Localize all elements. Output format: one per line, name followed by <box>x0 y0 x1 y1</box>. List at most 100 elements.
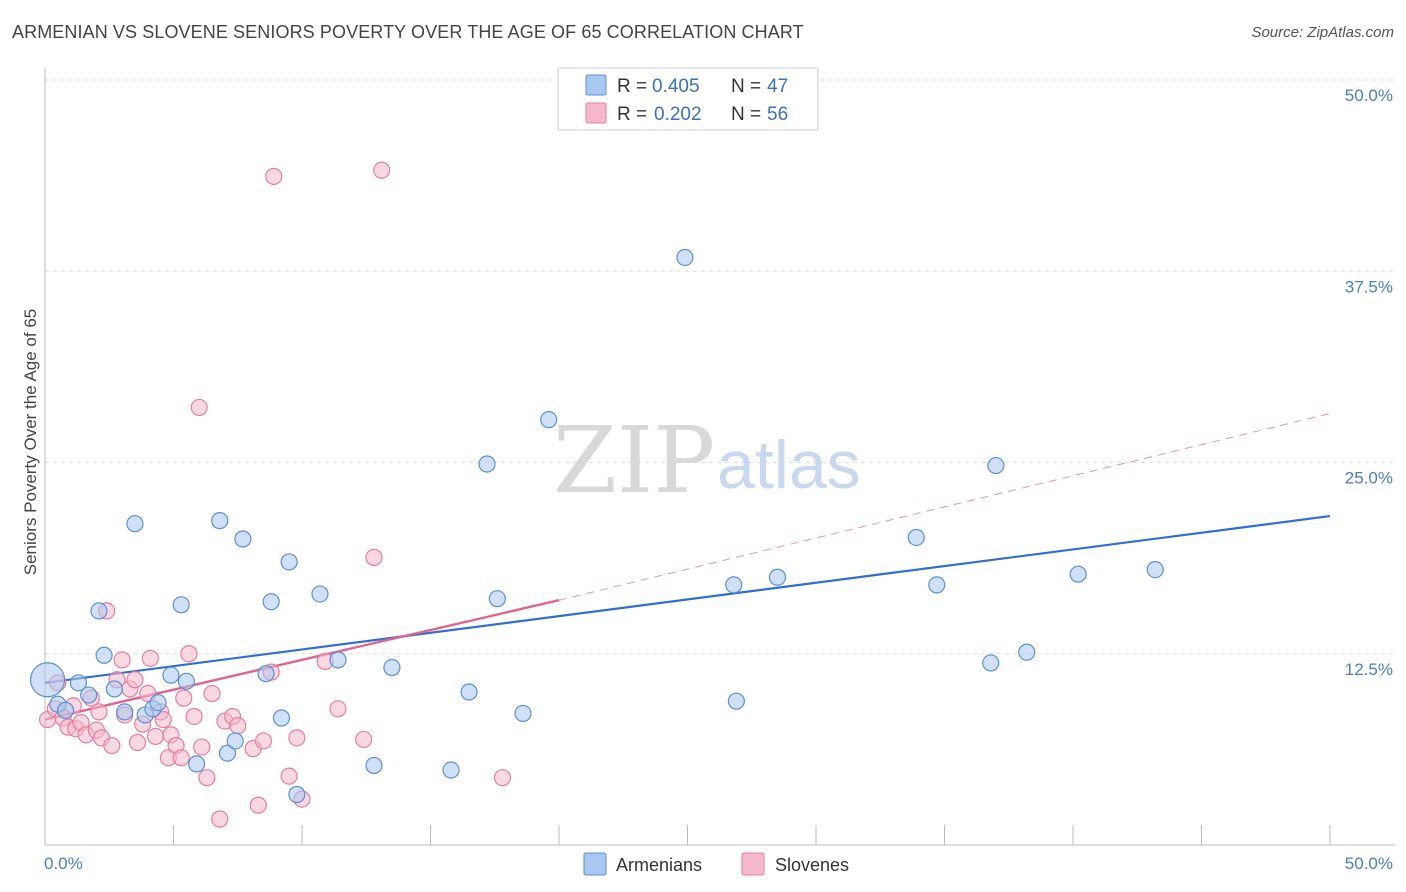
slovene-point <box>128 733 147 752</box>
data-points <box>29 161 1164 828</box>
slovene-point <box>355 730 373 749</box>
x-tick-labels: 0.0% 50.0% <box>44 854 1393 873</box>
armenian-point <box>514 704 532 723</box>
slovene-point <box>254 732 273 750</box>
legend-n-label: N = <box>731 104 761 125</box>
armenian-point <box>69 674 88 692</box>
bottom-legend-label-slovenes: Slovenes <box>775 855 849 875</box>
slovene-point <box>249 796 267 814</box>
armenian-point <box>725 576 743 594</box>
armenian-point <box>95 646 113 664</box>
armenian-point <box>540 411 558 429</box>
legend-r-value: 0.405 <box>652 76 700 97</box>
y-tick-label: 25.0% <box>1345 469 1393 488</box>
slovene-point <box>103 736 121 755</box>
armenian-point <box>211 512 229 530</box>
legend-r-value: 0.202 <box>654 104 702 125</box>
armenian-point <box>329 651 347 669</box>
slovene-point <box>190 398 208 417</box>
slovenes-trend-line <box>44 599 560 721</box>
armenian-point <box>177 672 195 690</box>
armenian-point <box>56 701 75 719</box>
armenian-point <box>257 665 275 683</box>
slovene-point <box>185 707 203 726</box>
slovene-point <box>154 710 172 729</box>
armenians-trend-line <box>44 514 1331 684</box>
armenian-point <box>234 530 252 548</box>
armenian-point <box>280 553 298 571</box>
slovene-point <box>172 749 190 767</box>
armenian-point <box>1069 565 1087 583</box>
bottom-legend: Armenians Slovenes <box>583 852 849 876</box>
armenian-point <box>172 596 190 614</box>
armenian-point <box>116 703 134 721</box>
armenian-point <box>987 456 1005 475</box>
armenian-point <box>149 694 167 712</box>
legend-n-label: N = <box>731 76 761 97</box>
chart-title: ARMENIAN VS SLOVENE SENIORS POVERTY OVER… <box>12 22 804 42</box>
armenian-point <box>383 658 401 677</box>
y-tick-label: 37.5% <box>1345 277 1393 296</box>
armenian-point <box>768 568 787 586</box>
slovene-point <box>141 649 159 667</box>
legend: R = 0.405 N = 47 R = 0.202 N = 56 <box>557 67 819 131</box>
armenian-point <box>29 662 66 698</box>
armenian-point <box>80 686 98 704</box>
armenian-point <box>226 732 244 750</box>
watermark-atlas: atlas <box>717 427 861 503</box>
slovene-point <box>373 161 391 179</box>
slovene-point <box>113 651 131 669</box>
armenian-point <box>928 576 946 594</box>
armenian-point <box>488 590 506 608</box>
watermark: ZIP atlas <box>553 407 861 514</box>
legend-n-value: 47 <box>767 76 788 97</box>
armenian-point <box>218 744 237 762</box>
armenian-point <box>105 680 123 698</box>
armenian-point <box>460 683 478 701</box>
legend-swatch-armenians <box>585 74 607 96</box>
armenian-point <box>90 602 108 620</box>
slovene-point <box>175 689 193 707</box>
armenian-point <box>272 709 291 727</box>
slovene-point <box>493 769 512 787</box>
legend-r-label: R = <box>617 104 647 125</box>
bottom-legend-swatch-armenians <box>583 852 607 876</box>
slovene-point <box>265 167 283 185</box>
legend-r-label: R = <box>617 76 647 97</box>
slovene-point <box>365 548 383 566</box>
slovene-point <box>203 684 221 703</box>
armenian-point <box>907 528 925 547</box>
slovene-point <box>229 717 247 735</box>
slovene-point <box>288 729 306 747</box>
slovene-point <box>329 700 347 718</box>
armenian-point <box>311 585 329 603</box>
slovene-point <box>126 671 144 689</box>
armenian-point <box>676 248 694 267</box>
armenian-point <box>188 755 206 773</box>
watermark-zip: ZIP <box>553 407 715 514</box>
armenian-point <box>126 515 144 533</box>
x-tick-label: 0.0% <box>44 854 83 873</box>
slovenes-trend-extension <box>558 413 1331 601</box>
gridlines <box>45 79 1395 655</box>
armenian-point <box>478 455 496 473</box>
armenian-point <box>288 785 306 804</box>
slovene-point <box>180 645 198 663</box>
legend-n-value: 56 <box>767 104 788 125</box>
y-tick-label: 12.5% <box>1345 660 1393 679</box>
bottom-legend-label-armenians: Armenians <box>616 855 702 875</box>
armenian-point <box>365 756 383 775</box>
armenian-point <box>262 593 280 611</box>
armenian-point <box>162 666 180 684</box>
slovene-point <box>211 810 229 828</box>
y-tick-label: 50.0% <box>1345 86 1393 105</box>
slovene-point <box>193 738 211 756</box>
armenian-point <box>982 654 1000 672</box>
slovene-point <box>146 727 165 745</box>
source-label: Source: ZipAtlas.com <box>1251 24 1394 41</box>
armenian-point <box>727 692 745 710</box>
bottom-legend-swatch-slovenes <box>741 852 765 876</box>
y-axis-label: Seniors Poverty Over the Age of 65 <box>21 309 40 575</box>
slovene-point <box>198 769 216 787</box>
